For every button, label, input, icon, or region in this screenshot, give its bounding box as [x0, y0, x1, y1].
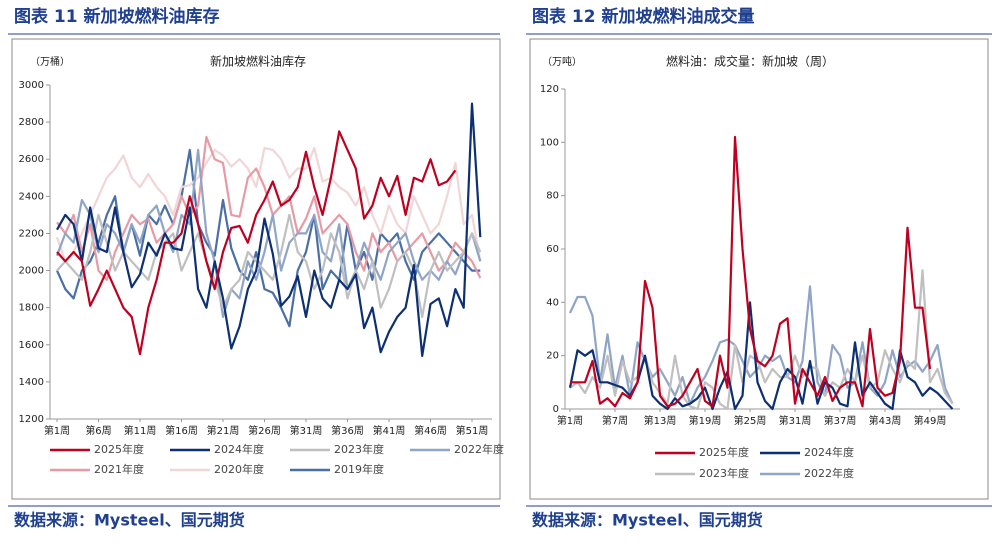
x-tick-label: 第46周	[414, 424, 447, 437]
y-tick-label: 2400	[19, 191, 44, 202]
legend-label: 2020年度	[214, 462, 264, 476]
x-tick-label: 第1周	[44, 424, 70, 437]
legend-label: 2023年度	[699, 466, 749, 480]
y-tick-label: 2000	[19, 266, 44, 277]
data-source: 数据来源：Mysteel、国元期货	[14, 511, 245, 530]
legend-label: 2022年度	[804, 466, 854, 480]
x-tick-label: 第31周	[779, 414, 812, 427]
legend-label: 2019年度	[334, 462, 384, 476]
legend-label: 2022年度	[454, 442, 504, 456]
y-tick-label: 0	[553, 404, 559, 415]
x-tick-label: 第16周	[165, 424, 198, 437]
y-tick-label: 3000	[19, 80, 44, 91]
series-line	[56, 102, 482, 357]
x-tick-label: 第11周	[124, 424, 157, 437]
series-line	[56, 213, 482, 318]
x-tick-label: 第51周	[456, 424, 489, 437]
chart-title: 新加坡燃料油库存	[210, 54, 306, 69]
series-line	[570, 135, 932, 408]
x-tick-label: 第7周	[602, 414, 628, 427]
series-line	[56, 130, 457, 356]
legend-label: 2023年度	[334, 442, 384, 456]
legend-label: 2025年度	[94, 442, 144, 456]
x-tick-label: 第43周	[869, 414, 902, 427]
y-tick-label: 2200	[19, 228, 44, 239]
x-tick-label: 第13周	[644, 414, 677, 427]
y-tick-label: 1400	[19, 377, 44, 388]
y-tick-label: 2800	[19, 117, 44, 128]
figure-caption: 图表 12 新加坡燃料油成交量	[532, 6, 755, 27]
y-tick-label: 2600	[19, 154, 44, 165]
y-unit: （万桶）	[30, 55, 70, 68]
y-tick-label: 1600	[19, 340, 44, 351]
y-tick-label: 120	[540, 84, 559, 95]
x-tick-label: 第19周	[689, 414, 722, 427]
legend-label: 2024年度	[804, 445, 854, 459]
x-tick-label: 第31周	[290, 424, 323, 437]
series-line	[55, 147, 482, 263]
data-source: 数据来源：Mysteel、国元期货	[532, 511, 763, 530]
x-tick-label: 第37周	[824, 414, 857, 427]
x-tick-label: 第25周	[734, 414, 767, 427]
x-tick-label: 第26周	[248, 424, 281, 437]
y-tick-label: 60	[546, 244, 559, 255]
panel-frame	[11, 38, 501, 500]
y-tick-label: 1800	[19, 303, 44, 314]
y-tick-label: 80	[546, 191, 559, 202]
legend-label: 2024年度	[214, 442, 264, 456]
x-tick-label: 第36周	[331, 424, 364, 437]
chart-title: 燃料油：成交量：新加坡（周）	[666, 54, 834, 69]
y-tick-label: 20	[546, 351, 559, 362]
panel-frame	[529, 38, 989, 500]
x-tick-label: 第1周	[557, 414, 583, 427]
x-tick-label: 第41周	[373, 424, 406, 437]
x-tick-label: 第49周	[914, 414, 947, 427]
x-tick-label: 第6周	[85, 424, 111, 437]
y-tick-label: 1200	[19, 414, 44, 425]
legend-label: 2021年度	[94, 462, 144, 476]
y-unit: （万吨）	[542, 55, 582, 68]
series-line	[569, 269, 954, 411]
y-tick-label: 100	[540, 137, 559, 148]
figure-caption: 图表 11 新加坡燃料油库存	[14, 6, 220, 27]
x-tick-label: 第21周	[207, 424, 240, 437]
y-tick-label: 40	[546, 297, 559, 308]
legend-label: 2025年度	[699, 445, 749, 459]
